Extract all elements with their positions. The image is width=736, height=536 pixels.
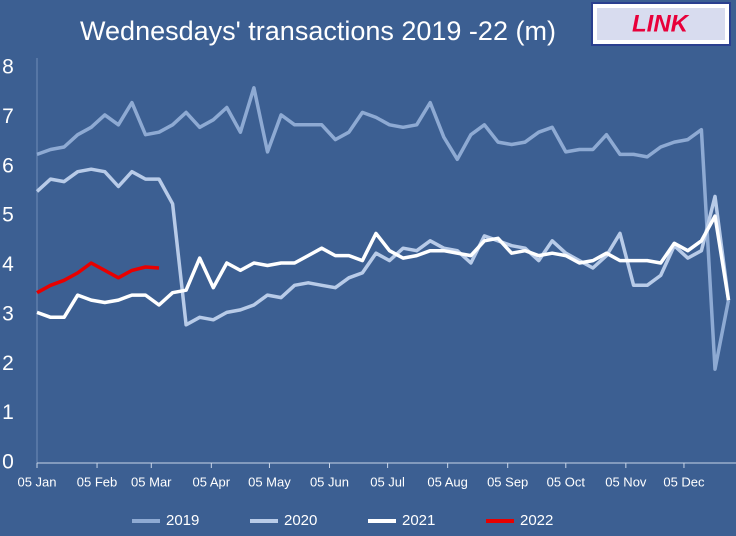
line-series <box>36 86 731 371</box>
y-tick-label: 3 <box>2 302 14 325</box>
logo: LINK <box>591 2 731 46</box>
y-tick-label: 0 <box>2 451 14 474</box>
y-tick-label: 5 <box>2 204 14 227</box>
logo-text: LINK <box>632 10 690 37</box>
x-tick-label: 05 Mar <box>131 474 172 489</box>
x-tick-label: 05 Jun <box>310 474 349 489</box>
y-tick-label: 6 <box>2 154 14 177</box>
chart-title: Wednesdays' transactions 2019 -22 (m) <box>80 16 556 46</box>
y-tick-label: 7 <box>2 105 14 128</box>
y-tick-label: 2 <box>2 352 14 375</box>
y-tick-label: 1 <box>2 401 14 424</box>
x-tick-label: 05 May <box>248 474 291 489</box>
legend-label: 2020 <box>284 512 317 529</box>
legend-label: 2019 <box>166 512 199 529</box>
y-tick-label: 8 <box>2 56 14 79</box>
x-tick-label: 05 Jul <box>370 474 405 489</box>
legend-label: 2021 <box>402 512 435 529</box>
y-tick-label: 4 <box>2 253 14 276</box>
x-tick-label: 05 Feb <box>77 474 117 489</box>
line-series <box>36 214 731 320</box>
x-tick-label: 05 Oct <box>547 474 586 489</box>
legend-label: 2022 <box>520 512 553 529</box>
x-tick-label: 05 Dec <box>663 474 705 489</box>
x-tick-label: 05 Jan <box>17 474 56 489</box>
x-tick-label: 05 Aug <box>427 474 468 489</box>
x-tick-label: 05 Apr <box>193 474 231 489</box>
line-series <box>35 167 731 327</box>
line-series <box>36 261 160 295</box>
x-tick-label: 05 Sep <box>487 474 528 489</box>
logo-inner <box>597 8 725 40</box>
x-tick-label: 05 Nov <box>605 474 647 489</box>
